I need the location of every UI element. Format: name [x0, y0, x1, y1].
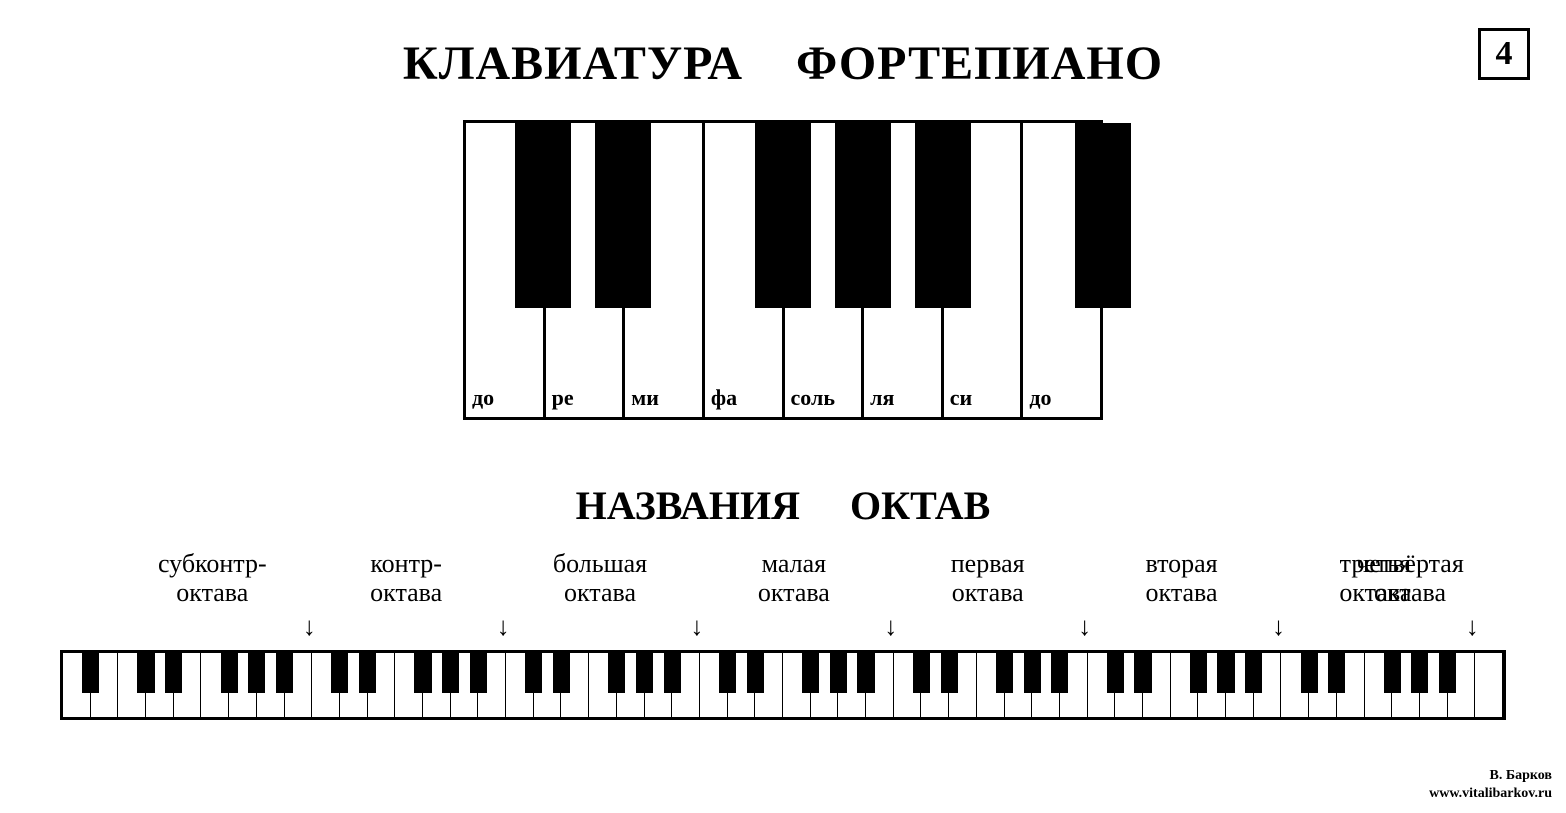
octave-arrow-icon: ↓ — [1078, 612, 1091, 640]
note-label: до — [1029, 385, 1051, 411]
large-white-keys-row: до ре ми фа соль ля си до — [463, 120, 1103, 420]
black-key-small — [747, 653, 764, 693]
octave-label: четвёртая октава — [1356, 550, 1464, 607]
black-key-small — [636, 653, 653, 693]
black-key-small — [553, 653, 570, 693]
title-octaves: НАЗВАНИЯ ОКТАВ — [0, 482, 1566, 529]
octave-label: первая октава — [951, 550, 1025, 607]
note-label: до — [472, 385, 494, 411]
octave-arrow-icon: ↓ — [497, 612, 510, 640]
black-key-small — [664, 653, 681, 693]
black-key-small — [857, 653, 874, 693]
octave-arrow-icon: ↓ — [1466, 612, 1479, 640]
black-key-small — [414, 653, 431, 693]
octave-label-text: малая октава — [758, 550, 830, 607]
black-key-small — [276, 653, 293, 693]
black-key-small — [1217, 653, 1234, 693]
octave-label-text: первая октава — [951, 550, 1025, 607]
octave-label: вторая октава — [1145, 550, 1217, 607]
white-key: ре — [546, 123, 626, 417]
black-key-small — [359, 653, 376, 693]
author-name: В. Барков — [1429, 767, 1552, 785]
note-label: соль — [791, 385, 835, 411]
black-key-small — [1411, 653, 1428, 693]
black-key-small — [525, 653, 542, 693]
down-arrow-icon: ↓ — [303, 614, 316, 640]
black-key-small — [941, 653, 958, 693]
black-key-small — [165, 653, 182, 693]
white-key: ми — [625, 123, 705, 417]
white-key-small — [1475, 653, 1503, 717]
title-keyboard: КЛАВИАТУРА ФОРТЕПИАНО — [0, 36, 1566, 91]
octave-label: малая октава — [758, 550, 830, 607]
black-key-small — [1301, 653, 1318, 693]
down-arrow-icon: ↓ — [1272, 614, 1285, 640]
black-key-small — [1384, 653, 1401, 693]
white-key: до — [1023, 123, 1103, 417]
white-key: ля — [864, 123, 944, 417]
white-key: фа — [705, 123, 785, 417]
octave-label-text: субконтр- октава — [158, 550, 267, 607]
octave-labels-row: субконтр- октава ↓ контр- октава ↓ большая о… — [60, 550, 1506, 650]
black-key-small — [719, 653, 736, 693]
black-key-small — [1024, 653, 1041, 693]
black-key-small — [830, 653, 847, 693]
large-keyboard: до ре ми фа соль ля си до — [463, 120, 1103, 420]
full-keyboard-section: субконтр- октава ↓ контр- октава ↓ большая о… — [60, 550, 1506, 720]
black-key-small — [248, 653, 265, 693]
note-label: си — [950, 385, 972, 411]
octave-label-text: вторая октава — [1145, 550, 1217, 607]
black-key-small — [1328, 653, 1345, 693]
black-key-small — [82, 653, 99, 693]
down-arrow-icon: ↓ — [497, 614, 510, 640]
credits: В. Барков www.vitalibarkov.ru — [1429, 767, 1552, 803]
octave-label: контр- октава — [370, 550, 442, 607]
note-label: ля — [870, 385, 894, 411]
octave-label-text: контр- октава — [370, 550, 442, 607]
black-key-small — [802, 653, 819, 693]
note-label: ми — [631, 385, 659, 411]
down-arrow-icon: ↓ — [1078, 614, 1091, 640]
octave-label-text: большая октава — [553, 550, 647, 607]
note-label: фа — [711, 385, 737, 411]
black-key-small — [608, 653, 625, 693]
full-keyboard — [60, 650, 1506, 720]
black-key-small — [1439, 653, 1456, 693]
octave-label-text: четвёртая октава — [1356, 550, 1464, 607]
white-key: до — [463, 123, 546, 417]
octave-arrow-icon: ↓ — [303, 612, 316, 640]
black-key-small — [470, 653, 487, 693]
black-key-small — [1051, 653, 1068, 693]
black-key-small — [1245, 653, 1262, 693]
black-key-small — [221, 653, 238, 693]
octave-arrow-icon: ↓ — [884, 612, 897, 640]
octave-label: большая октава — [553, 550, 647, 607]
black-key-small — [913, 653, 930, 693]
white-key: соль — [785, 123, 865, 417]
author-site: www.vitalibarkov.ru — [1429, 785, 1552, 803]
white-key: си — [944, 123, 1024, 417]
black-key-small — [1134, 653, 1151, 693]
octave-label: субконтр- октава — [158, 550, 267, 607]
black-key-small — [442, 653, 459, 693]
black-key-small — [331, 653, 348, 693]
octave-arrow-icon: ↓ — [690, 612, 703, 640]
down-arrow-icon: ↓ — [884, 614, 897, 640]
black-key-small — [1107, 653, 1124, 693]
octave-arrow-icon: ↓ — [1272, 612, 1285, 640]
black-key-small — [996, 653, 1013, 693]
black-key-small — [1190, 653, 1207, 693]
black-key-small — [137, 653, 154, 693]
note-label: ре — [552, 385, 574, 411]
down-arrow-icon: ↓ — [690, 614, 703, 640]
down-arrow-icon: ↓ — [1466, 614, 1479, 640]
